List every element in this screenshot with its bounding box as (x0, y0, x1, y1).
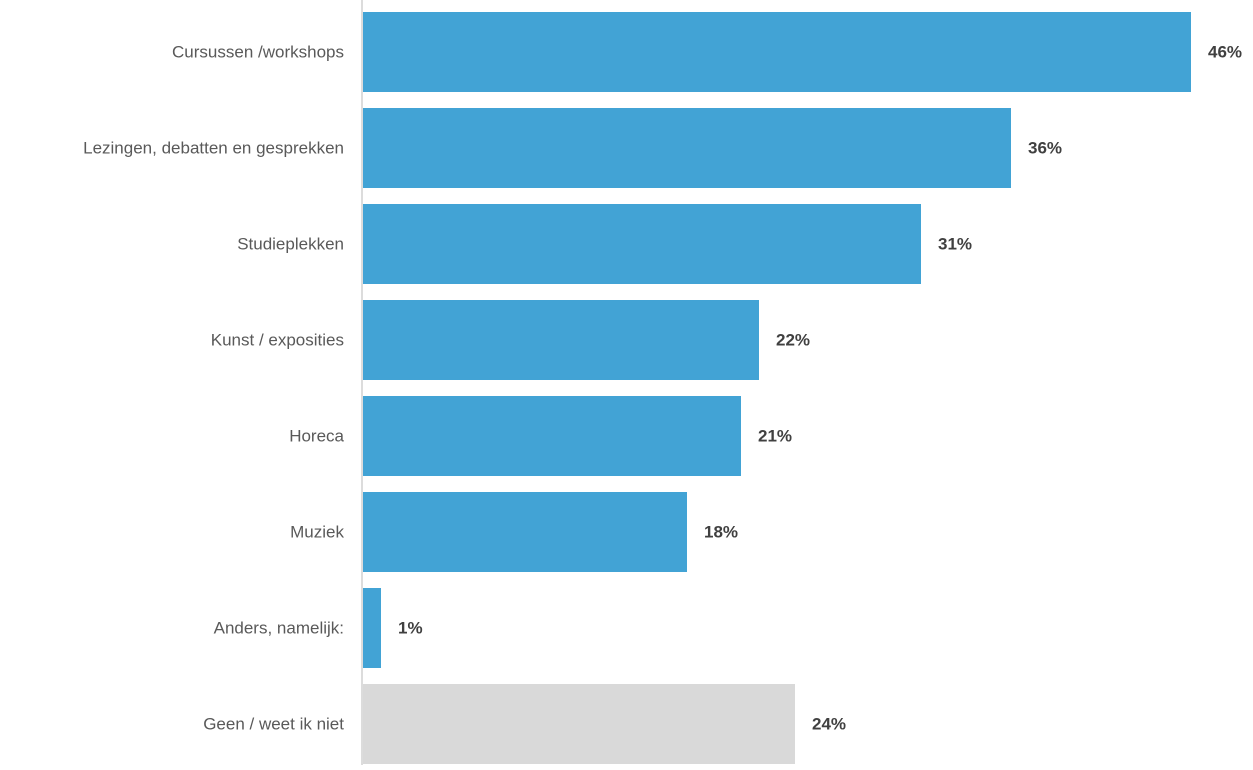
value-label: 22% (776, 331, 810, 350)
category-label: Geen / weet ik niet (203, 715, 344, 734)
value-label: 21% (758, 427, 792, 446)
bar-row: Cursussen /workshops 46% (172, 12, 1242, 92)
bar-row: Horeca 21% (289, 396, 792, 476)
bar (363, 204, 921, 284)
bar-row: Studieplekken 31% (237, 204, 972, 284)
category-label: Studieplekken (237, 235, 344, 254)
bar (363, 108, 1011, 188)
category-label: Cursussen /workshops (172, 43, 344, 62)
bar (363, 12, 1191, 92)
bar-row: Lezingen, debatten en gesprekken 36% (83, 108, 1062, 188)
value-label: 1% (398, 619, 423, 638)
bar (363, 300, 759, 380)
bar-row: Muziek 18% (290, 492, 738, 572)
bar (363, 396, 741, 476)
category-label: Anders, namelijk: (214, 619, 344, 638)
bar (363, 588, 381, 668)
category-label: Lezingen, debatten en gesprekken (83, 139, 344, 158)
category-label: Muziek (290, 523, 344, 542)
value-label: 36% (1028, 139, 1062, 158)
value-label: 31% (938, 235, 972, 254)
category-label: Horeca (289, 427, 344, 446)
category-label: Kunst / exposities (211, 331, 344, 350)
value-label: 18% (704, 523, 738, 542)
bar-row: Kunst / exposities 22% (211, 300, 810, 380)
bar-row: Anders, namelijk: 1% (214, 588, 423, 668)
value-label: 46% (1208, 43, 1242, 62)
bar-row: Geen / weet ik niet 24% (203, 684, 846, 764)
bar (363, 684, 795, 764)
value-label: 24% (812, 715, 846, 734)
bar (363, 492, 687, 572)
